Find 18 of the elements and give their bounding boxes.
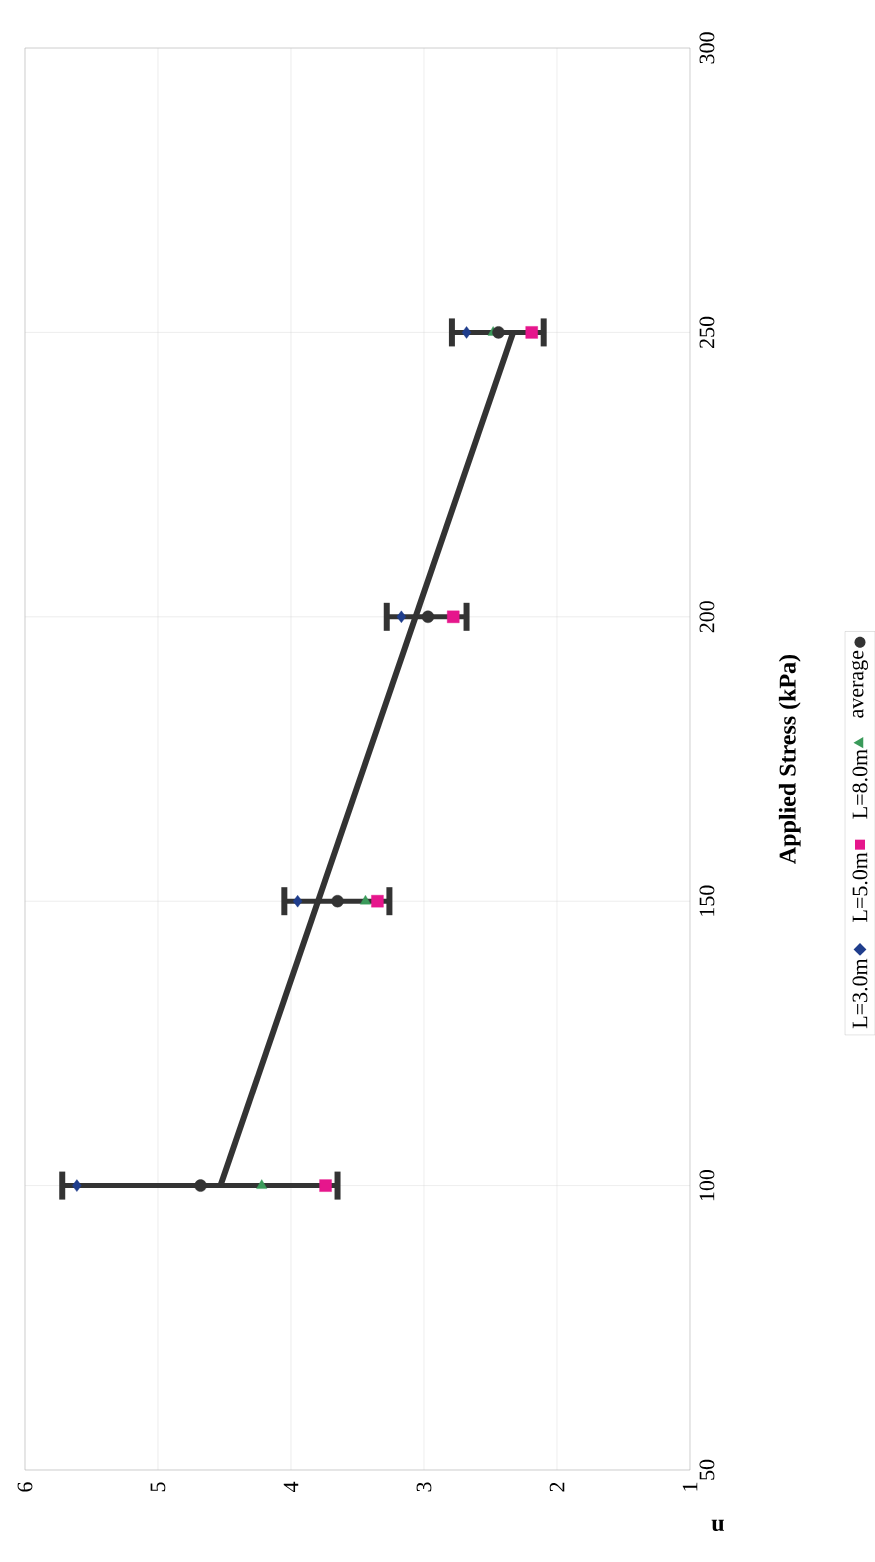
y-tick-label: 200	[699, 601, 715, 633]
y-tick-label: 150	[699, 885, 715, 916]
x-tick-label: 3	[416, 1482, 432, 1492]
x-tick-label: 2	[549, 1482, 565, 1492]
x-tick-label: 4	[283, 1481, 299, 1493]
x-axis-title: n	[711, 1519, 724, 1532]
legend-label: average	[851, 650, 868, 718]
y-tick-label: 100	[699, 1169, 715, 1201]
x-tick-label: 6	[17, 1482, 33, 1492]
y-axis-title: Applied Stress (kPa)	[778, 654, 801, 864]
legend-label: L=5.0m	[852, 852, 868, 922]
legend-label: L=8.0m	[852, 749, 868, 819]
legend-label: L=3.0m	[852, 958, 868, 1029]
x-tick-label: 5	[150, 1482, 166, 1492]
y-tick-label: 250	[699, 316, 715, 348]
x-tick-label: 1	[682, 1482, 698, 1491]
y-tick-label: 300	[699, 32, 715, 64]
y-tick-label: 50	[699, 1459, 715, 1480]
